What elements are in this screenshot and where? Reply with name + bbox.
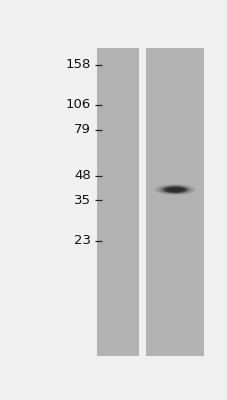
Text: 79: 79 [74, 123, 91, 136]
Text: 106: 106 [66, 98, 91, 112]
Ellipse shape [155, 184, 194, 195]
Text: 158: 158 [66, 58, 91, 72]
Text: 23: 23 [74, 234, 91, 247]
Bar [96, 48, 138, 356]
Text: 48: 48 [74, 169, 91, 182]
Ellipse shape [158, 185, 190, 194]
Text: 35: 35 [74, 194, 91, 207]
Bar [145, 48, 203, 356]
Ellipse shape [162, 186, 187, 193]
Ellipse shape [166, 187, 183, 192]
Bar [138, 48, 145, 356]
